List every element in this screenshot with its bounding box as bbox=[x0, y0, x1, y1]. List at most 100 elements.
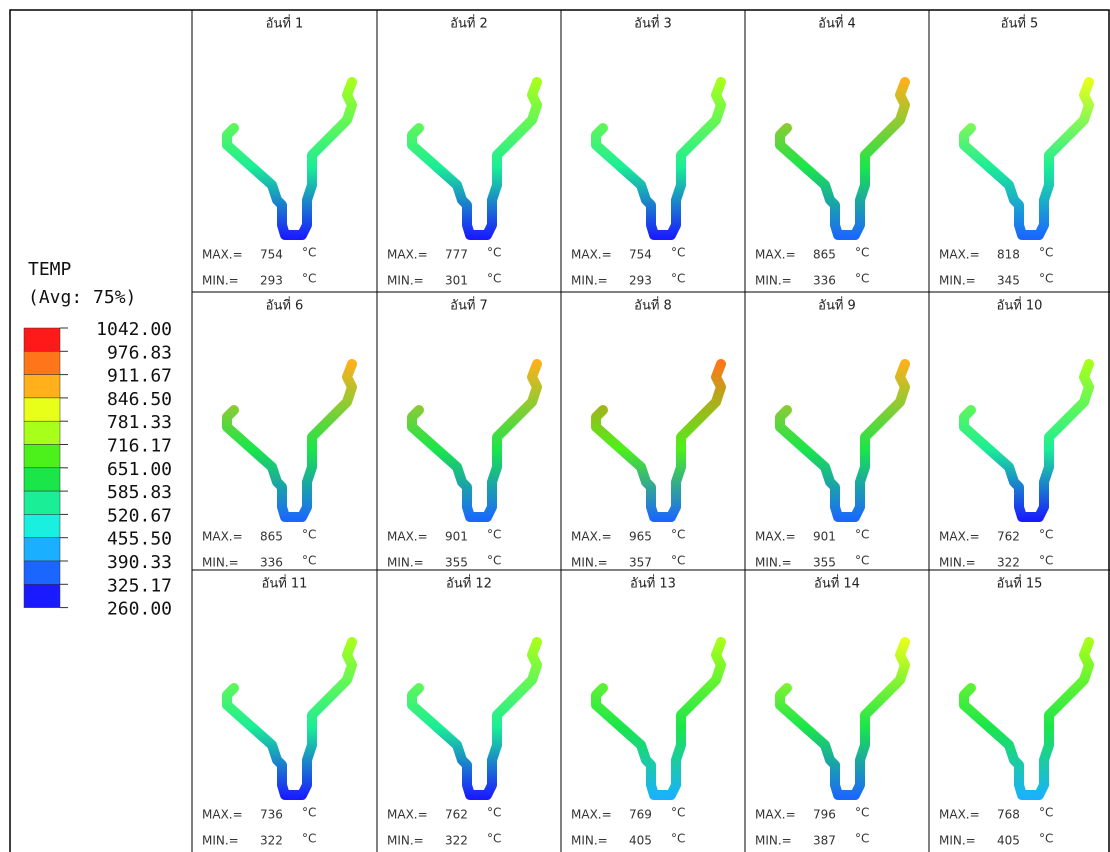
unit: °C bbox=[855, 272, 869, 286]
legend-band bbox=[23, 420, 61, 445]
max-label: MAX.= bbox=[939, 808, 980, 822]
pipe-model bbox=[775, 637, 910, 800]
unit: °C bbox=[302, 806, 316, 820]
max-label: MAX.= bbox=[202, 808, 243, 822]
pipe-model bbox=[591, 77, 726, 240]
min-value: 345 bbox=[997, 274, 1020, 288]
pipe-model bbox=[959, 637, 1094, 800]
unit: °C bbox=[487, 806, 501, 820]
unit: °C bbox=[487, 272, 501, 286]
min-label: MIN.= bbox=[202, 556, 239, 570]
min-label: MIN.= bbox=[755, 834, 792, 848]
unit: °C bbox=[1039, 554, 1053, 568]
min-label: MIN.= bbox=[387, 556, 424, 570]
min-label: MIN.= bbox=[387, 834, 424, 848]
unit: °C bbox=[487, 528, 501, 542]
pipe-model bbox=[407, 359, 542, 522]
pipe-model bbox=[222, 359, 357, 522]
legend-value: 455.50 bbox=[107, 529, 172, 550]
unit: °C bbox=[302, 528, 316, 542]
legend-value: 520.67 bbox=[107, 505, 172, 526]
legend-band bbox=[23, 467, 61, 492]
max-value: 865 bbox=[813, 248, 836, 262]
min-label: MIN.= bbox=[939, 556, 976, 570]
pipe-model bbox=[959, 359, 1094, 522]
max-label: MAX.= bbox=[202, 530, 243, 544]
min-label: MIN.= bbox=[202, 834, 239, 848]
max-label: MAX.= bbox=[755, 808, 796, 822]
panel-label: อันที่ 10 bbox=[997, 297, 1043, 314]
legend-band bbox=[23, 560, 61, 585]
min-label: MIN.= bbox=[755, 274, 792, 288]
min-value: 301 bbox=[445, 274, 468, 288]
legend-band bbox=[23, 374, 61, 399]
panel-label: อันที่ 1 bbox=[266, 15, 304, 32]
min-label: MIN.= bbox=[387, 274, 424, 288]
pipe-model bbox=[591, 359, 726, 522]
min-label: MIN.= bbox=[571, 274, 608, 288]
min-label: MIN.= bbox=[202, 274, 239, 288]
unit: °C bbox=[855, 554, 869, 568]
max-label: MAX.= bbox=[387, 248, 428, 262]
panel-label: อันที่ 6 bbox=[266, 297, 304, 314]
unit: °C bbox=[671, 272, 685, 286]
pipe-model bbox=[407, 77, 542, 240]
unit: °C bbox=[855, 806, 869, 820]
max-label: MAX.= bbox=[939, 530, 980, 544]
unit: °C bbox=[487, 554, 501, 568]
panel-label: อันที่ 12 bbox=[446, 575, 492, 592]
panel-label: อันที่ 7 bbox=[450, 297, 488, 314]
pipe-model bbox=[775, 359, 910, 522]
legend-band bbox=[23, 397, 61, 422]
unit: °C bbox=[1039, 246, 1053, 260]
unit: °C bbox=[671, 554, 685, 568]
legend-band bbox=[23, 351, 61, 375]
max-value: 965 bbox=[629, 530, 652, 544]
min-label: MIN.= bbox=[571, 556, 608, 570]
max-label: MAX.= bbox=[571, 248, 612, 262]
pipe-model bbox=[959, 77, 1094, 240]
legend-band bbox=[23, 537, 61, 562]
max-label: MAX.= bbox=[571, 530, 612, 544]
unit: °C bbox=[671, 246, 685, 260]
legend-value: 651.00 bbox=[107, 459, 172, 480]
unit: °C bbox=[671, 528, 685, 542]
pipe-model bbox=[407, 637, 542, 800]
max-value: 818 bbox=[997, 248, 1020, 262]
panel-label: อันที่ 2 bbox=[450, 15, 488, 32]
min-label: MIN.= bbox=[755, 556, 792, 570]
unit: °C bbox=[855, 246, 869, 260]
min-value: 405 bbox=[629, 834, 652, 848]
pipe-model bbox=[222, 637, 357, 800]
max-value: 796 bbox=[813, 808, 836, 822]
min-value: 355 bbox=[813, 556, 836, 570]
max-value: 754 bbox=[629, 248, 652, 262]
unit: °C bbox=[302, 246, 316, 260]
unit: °C bbox=[855, 528, 869, 542]
unit: °C bbox=[1039, 806, 1053, 820]
panel-label: อันที่ 11 bbox=[262, 575, 308, 592]
unit: °C bbox=[302, 554, 316, 568]
unit: °C bbox=[487, 246, 501, 260]
legend-value: 390.33 bbox=[107, 552, 172, 573]
unit: °C bbox=[855, 832, 869, 846]
min-value: 336 bbox=[260, 556, 283, 570]
legend-value: 1042.00 bbox=[96, 319, 172, 340]
panel-label: อันที่ 15 bbox=[997, 575, 1043, 592]
min-value: 387 bbox=[813, 834, 836, 848]
min-value: 322 bbox=[997, 556, 1020, 570]
max-value: 777 bbox=[445, 248, 468, 262]
legend-band bbox=[23, 584, 61, 608]
panel-label: อันที่ 3 bbox=[634, 15, 672, 32]
max-value: 769 bbox=[629, 808, 652, 822]
legend-title: TEMP bbox=[28, 259, 72, 280]
unit: °C bbox=[302, 272, 316, 286]
legend-band bbox=[23, 514, 61, 538]
panel-label: อันที่ 14 bbox=[814, 575, 860, 592]
min-value: 336 bbox=[813, 274, 836, 288]
unit: °C bbox=[1039, 272, 1053, 286]
min-value: 355 bbox=[445, 556, 468, 570]
unit: °C bbox=[487, 832, 501, 846]
panel-label: อันที่ 8 bbox=[634, 297, 672, 314]
